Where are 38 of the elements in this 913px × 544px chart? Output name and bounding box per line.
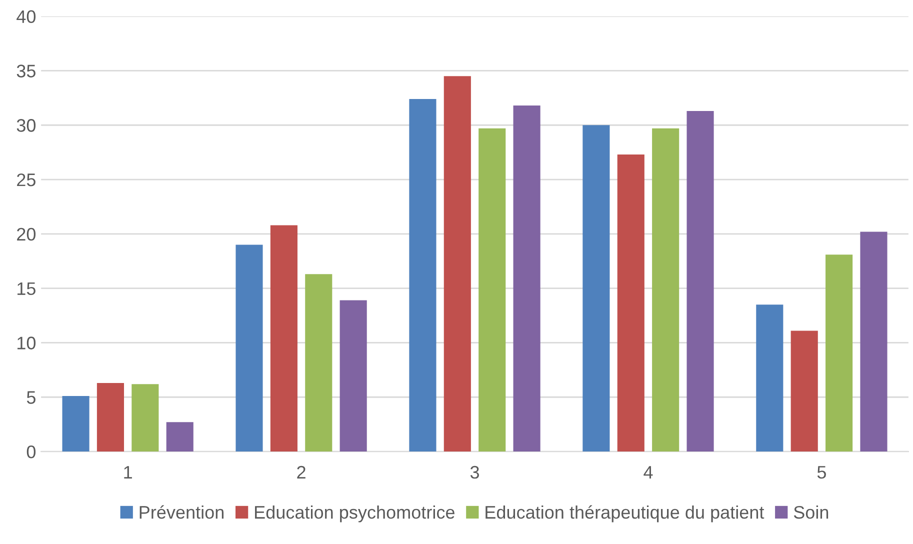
y-tick-label: 0: [26, 445, 36, 458]
bar: [826, 254, 853, 452]
bar: [270, 225, 298, 452]
y-tick-label: 10: [18, 336, 36, 350]
x-tick-label: 1: [124, 466, 132, 478]
y-tick-label: 15: [18, 282, 36, 296]
bar: [513, 106, 540, 452]
bar: [96, 382, 124, 452]
x-tick-label: 5: [817, 466, 826, 479]
y-tick-label: 25: [17, 173, 36, 186]
y-tick-label: 20: [17, 228, 36, 241]
y-tick-label: 30: [16, 119, 36, 132]
bar: [478, 128, 506, 452]
x-tick-label: 2: [297, 466, 306, 478]
y-tick-label: 35: [16, 64, 36, 78]
legend-label: Soin: [794, 505, 828, 519]
bar: [860, 232, 888, 452]
bar: [62, 396, 90, 452]
bar: [582, 125, 610, 452]
bar: [617, 154, 644, 452]
y-tick-label: 5: [26, 391, 36, 404]
legend-label: Prévention: [140, 505, 224, 519]
x-tick-label: 4: [644, 466, 653, 478]
bar: [652, 128, 680, 452]
bar: [444, 76, 471, 452]
x-tick-label: 3: [470, 466, 479, 479]
bar: [166, 422, 194, 452]
bar: [236, 244, 263, 452]
legend-label: Education thérapeutique du patient: [486, 505, 764, 522]
legend-label: Education psychomotrice: [255, 505, 454, 522]
bar: [686, 110, 714, 452]
y-tick-label: 40: [16, 10, 36, 24]
bar: [756, 304, 784, 452]
bar: [409, 99, 436, 452]
bar: [305, 274, 332, 452]
bar: [340, 300, 367, 452]
bar: [790, 330, 818, 452]
bar: [132, 384, 159, 452]
